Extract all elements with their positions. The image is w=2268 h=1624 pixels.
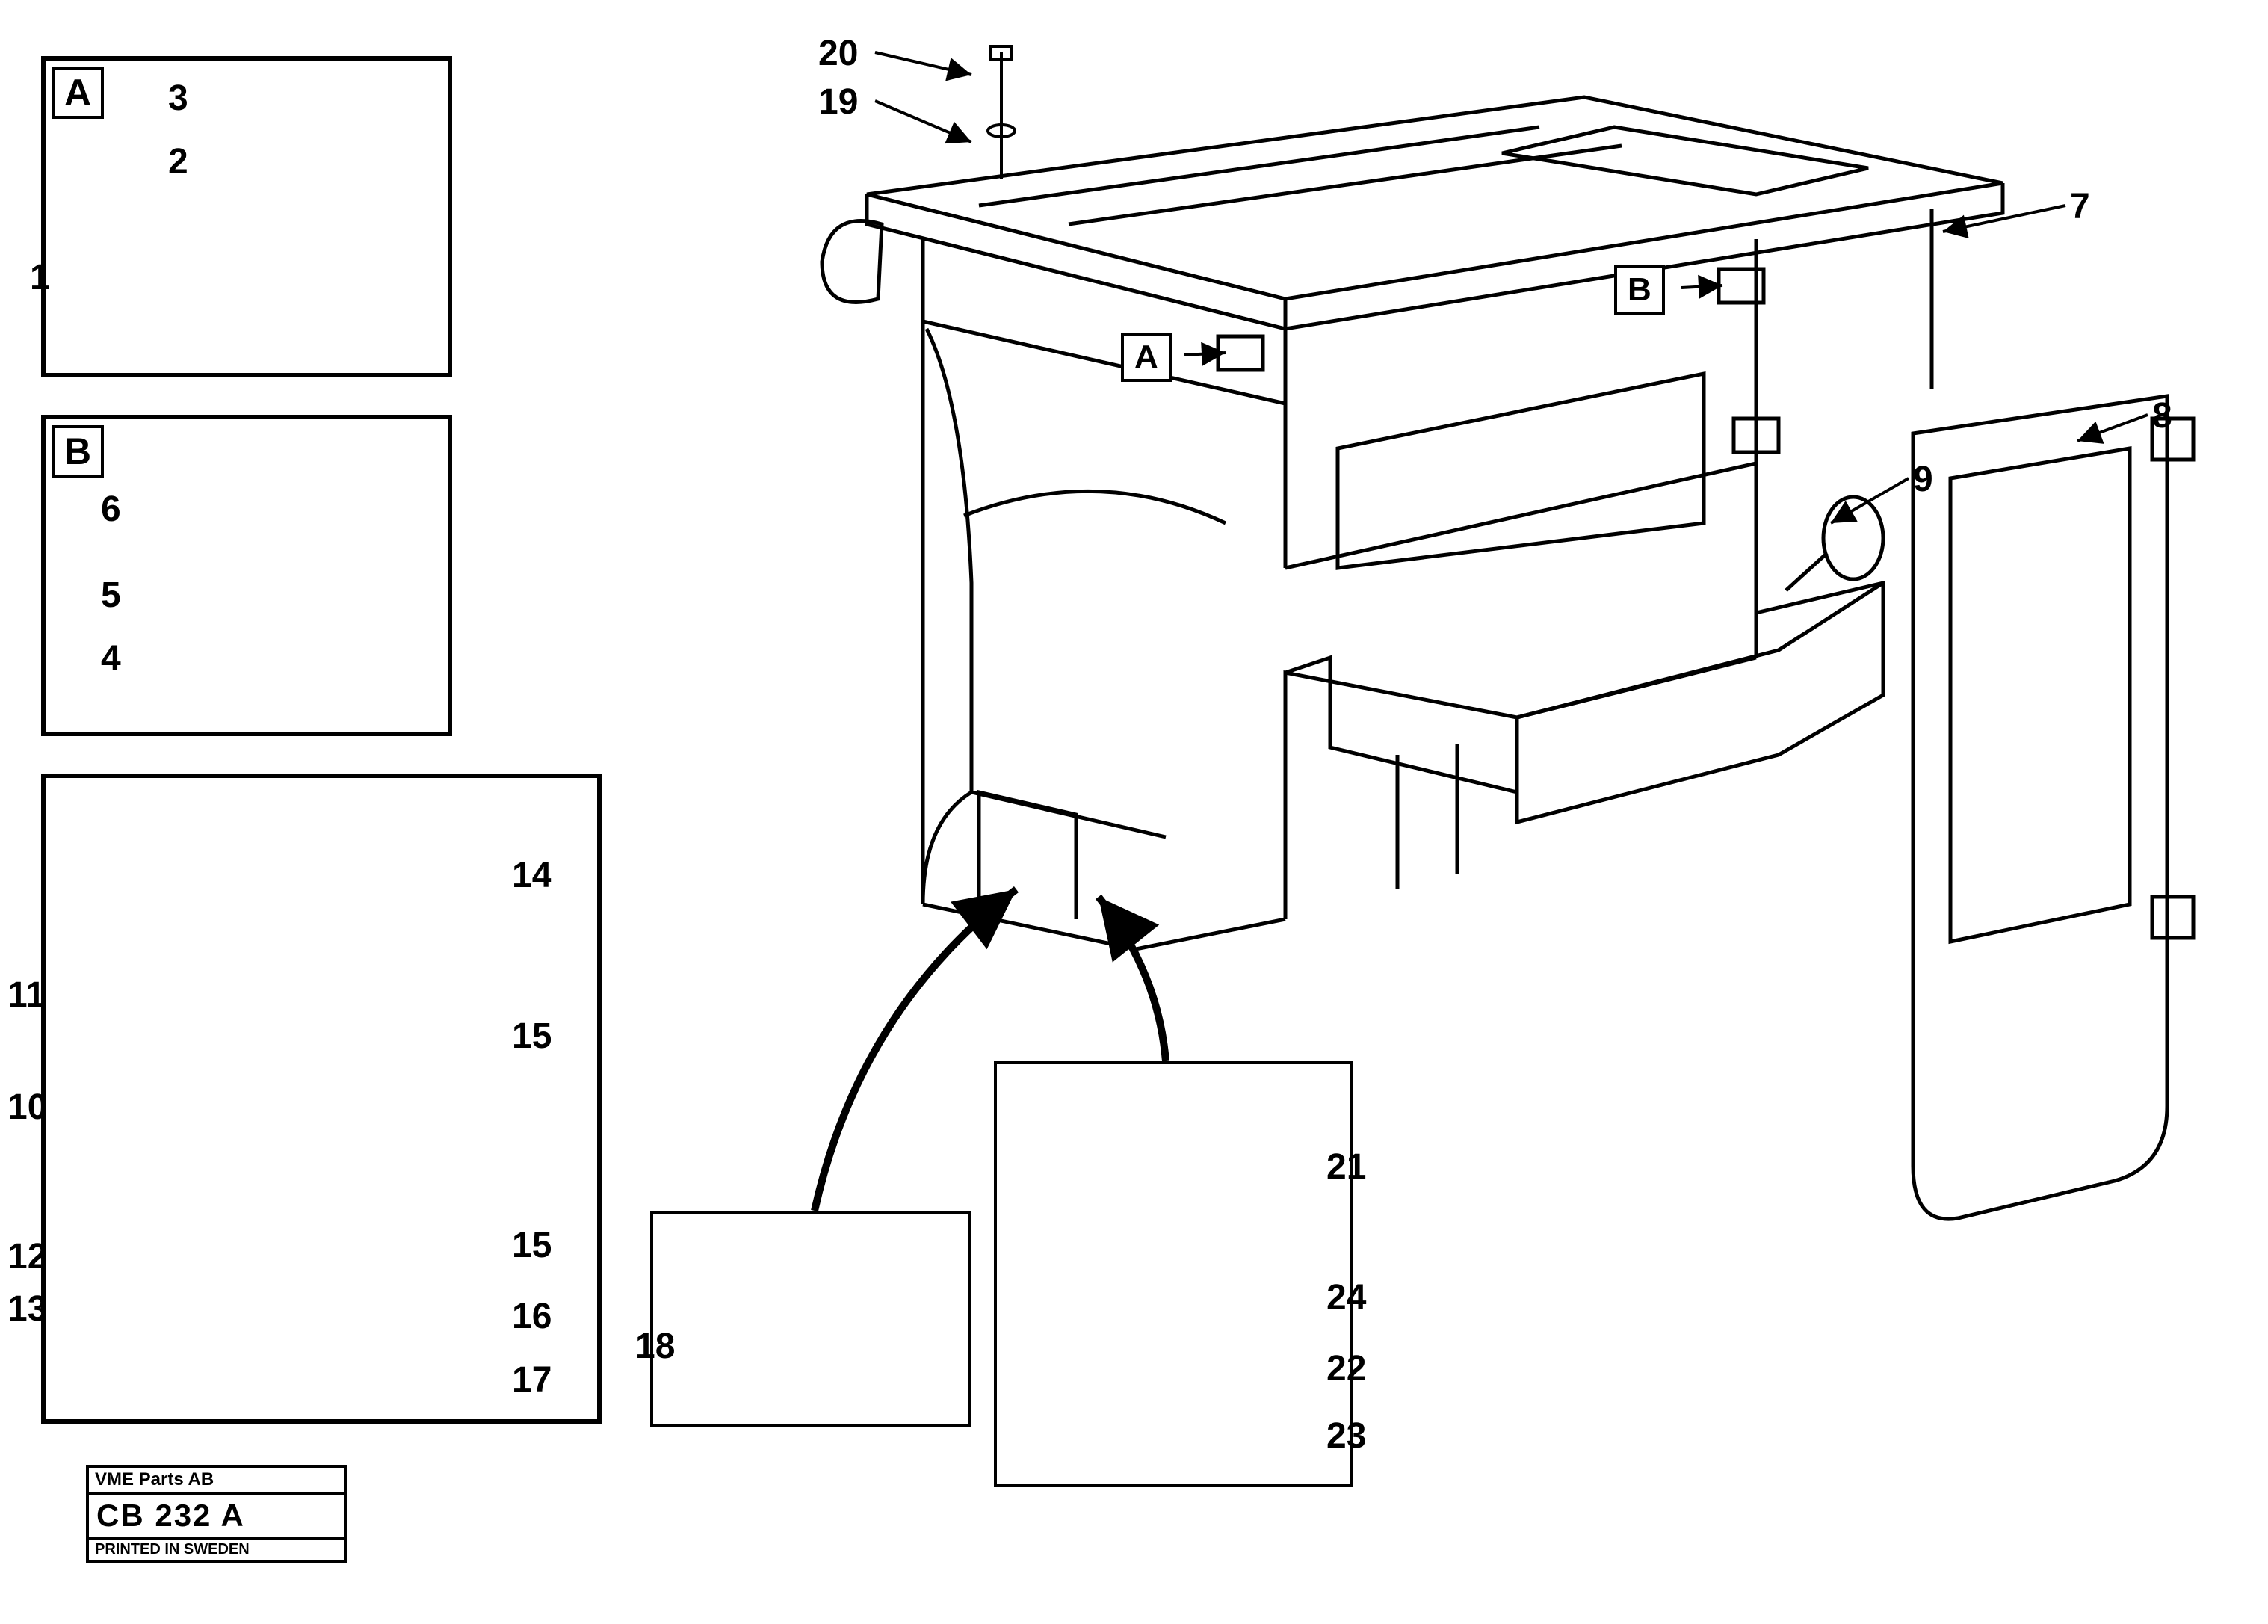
marker-a-on-cab: A: [1121, 333, 1172, 382]
reference-block: VME Parts AB CB 232 A PRINTED IN SWEDEN: [86, 1465, 347, 1563]
detail-box-a: A: [41, 56, 452, 377]
callout-14: 14: [512, 855, 551, 896]
callout-15: 15: [512, 1225, 551, 1266]
detail-b-label: B: [52, 425, 104, 478]
ref-code: CB 232 A: [89, 1495, 344, 1540]
callout-4: 4: [101, 638, 121, 679]
callout-10: 10: [7, 1087, 47, 1128]
door-assembly: [1913, 396, 2193, 1219]
ref-footer: PRINTED IN SWEDEN: [89, 1540, 344, 1560]
callout-3: 3: [168, 78, 188, 119]
marker-b-on-cab: B: [1614, 265, 1665, 315]
callout-11: 11: [7, 975, 46, 1016]
diagram-stage: A B A B VME Parts AB CB 232 A PRINTED IN…: [0, 0, 2268, 1624]
detail-box-plug: [650, 1211, 971, 1427]
callout-23: 23: [1326, 1415, 1366, 1457]
callout-24: 24: [1326, 1277, 1366, 1318]
callout-12: 12: [7, 1236, 47, 1277]
callout-8: 8: [2152, 395, 2172, 436]
detail-box-grommet: [994, 1061, 1353, 1487]
callout-18: 18: [635, 1326, 675, 1367]
callout-19: 19: [818, 81, 858, 123]
cab-body: [822, 97, 2003, 949]
callout-16: 16: [512, 1296, 551, 1337]
callout-13: 13: [7, 1288, 47, 1330]
roof-bolt: [988, 46, 1015, 179]
callout-6: 6: [101, 489, 121, 530]
detail-a-label: A: [52, 67, 104, 119]
callout-22: 22: [1326, 1348, 1366, 1389]
callout-15: 15: [512, 1016, 551, 1057]
callout-2: 2: [168, 141, 188, 182]
callout-21: 21: [1326, 1146, 1366, 1188]
callout-5: 5: [101, 575, 121, 616]
callout-20: 20: [818, 33, 858, 74]
callout-7: 7: [2070, 186, 2090, 227]
ref-header: VME Parts AB: [89, 1468, 344, 1495]
callout-9: 9: [1913, 459, 1933, 500]
callout-17: 17: [512, 1359, 551, 1401]
callout-1: 1: [30, 257, 50, 298]
